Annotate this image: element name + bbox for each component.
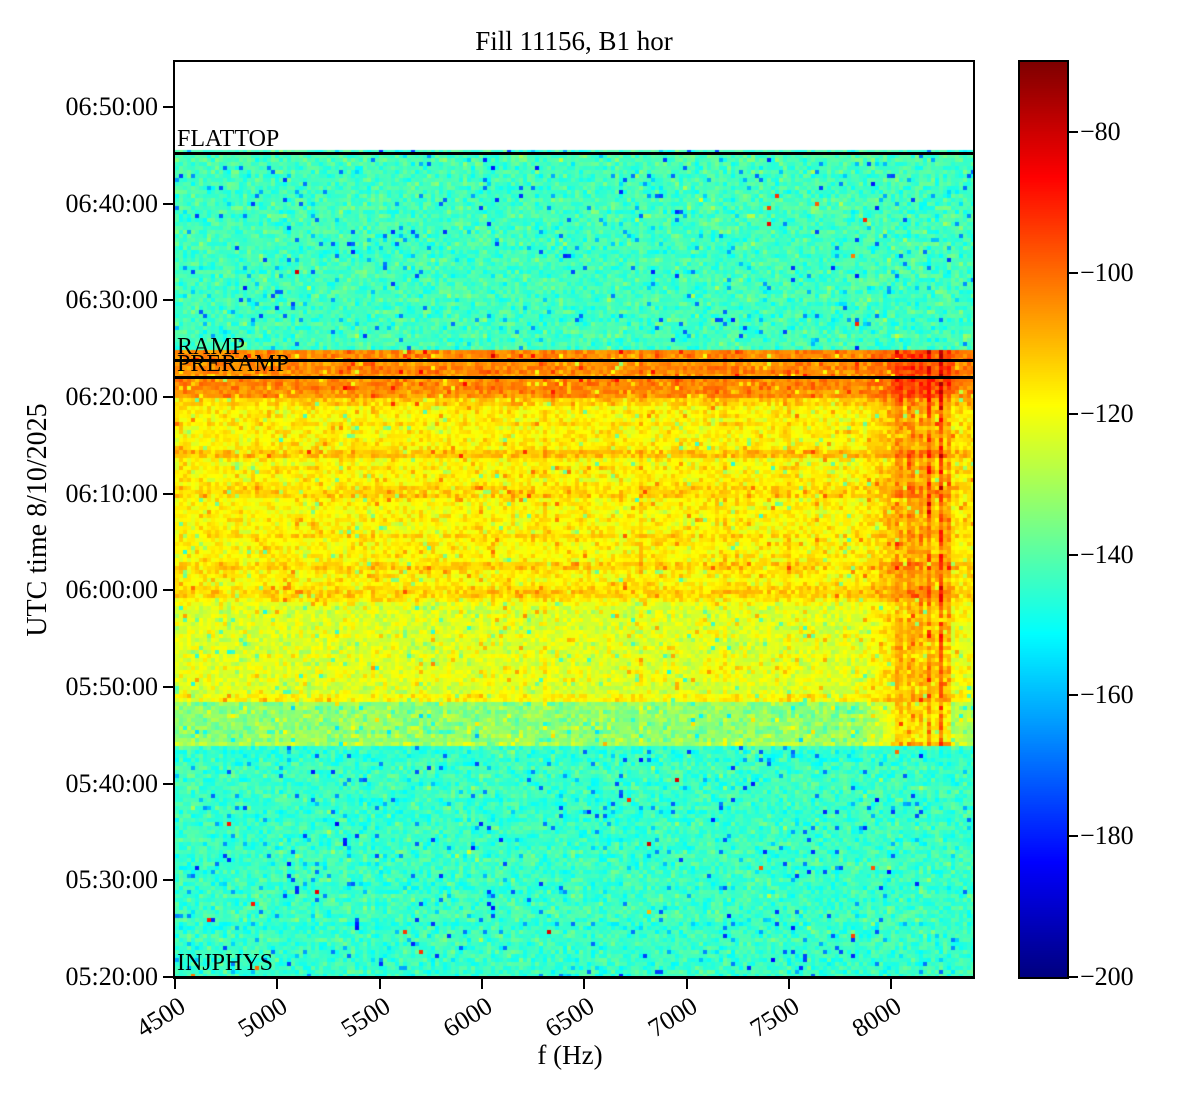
- colorbar-tick-label: −80: [1080, 117, 1121, 147]
- x-tick-mark: [583, 979, 586, 989]
- y-tick-mark: [163, 686, 173, 689]
- colorbar-tick-mark: [1069, 835, 1078, 838]
- x-axis-label: f (Hz): [537, 1040, 603, 1070]
- y-tick-mark: [163, 492, 173, 495]
- colorbar-tick-label: −160: [1080, 680, 1134, 710]
- x-tick-mark: [787, 979, 790, 989]
- x-tick-mark: [890, 979, 893, 989]
- x-tick-mark: [480, 979, 483, 989]
- marker-label-flattop: FLATTOP: [177, 126, 280, 153]
- marker-line-flattop: [175, 151, 973, 155]
- colorbar-tick-mark: [1069, 272, 1078, 275]
- colorbar-tick-label: −140: [1080, 539, 1134, 569]
- y-tick-label: 06:50:00: [65, 92, 158, 122]
- y-tick-mark: [163, 589, 173, 592]
- x-tick-mark: [276, 979, 279, 989]
- y-tick-label: 06:40:00: [65, 188, 158, 218]
- x-tick-mark: [378, 979, 381, 989]
- y-tick-label: 06:20:00: [65, 382, 158, 412]
- colorbar: [1018, 60, 1069, 979]
- colorbar-tick-mark: [1069, 553, 1078, 556]
- colorbar-gradient-canvas: [1020, 62, 1067, 977]
- y-tick-mark: [163, 879, 173, 882]
- marker-label-injphys: INJPHYS: [177, 950, 274, 976]
- colorbar-tick-mark: [1069, 131, 1078, 134]
- y-tick-label: 05:40:00: [65, 768, 158, 798]
- colorbar-tick-mark: [1069, 694, 1078, 697]
- y-tick-label: 06:00:00: [65, 575, 158, 605]
- marker-line-injphys: [175, 975, 973, 979]
- y-tick-mark: [163, 202, 173, 205]
- spectrogram-heatmap-canvas: [175, 62, 973, 977]
- y-tick-mark: [163, 396, 173, 399]
- y-tick-mark: [163, 782, 173, 785]
- marker-label-ramp: RAMP: [177, 333, 246, 360]
- y-tick-label: 06:30:00: [65, 285, 158, 315]
- y-tick-label: 05:30:00: [65, 865, 158, 895]
- marker-line-preramp: [175, 376, 973, 380]
- x-tick-mark: [174, 979, 176, 989]
- y-tick-mark: [163, 106, 173, 109]
- figure-title: Fill 11156, B1 hor: [475, 26, 673, 56]
- plot-area: [173, 60, 975, 979]
- y-tick-label: 06:10:00: [65, 478, 158, 508]
- y-tick-mark: [163, 299, 173, 302]
- y-tick-label: 05:20:00: [65, 962, 158, 991]
- colorbar-tick-label: −120: [1080, 398, 1134, 428]
- x-tick-mark: [685, 979, 688, 989]
- colorbar-tick-label: −100: [1080, 258, 1134, 288]
- y-tick-label: 05:50:00: [65, 672, 158, 702]
- marker-label-preramp: PRERAMP: [177, 350, 290, 377]
- colorbar-tick-label: −200: [1080, 962, 1134, 991]
- marker-line-ramp: [175, 359, 973, 363]
- colorbar-tick-mark: [1069, 412, 1078, 415]
- y-tick-mark: [163, 976, 173, 978]
- colorbar-tick-label: −180: [1080, 821, 1134, 851]
- colorbar-tick-mark: [1069, 976, 1078, 978]
